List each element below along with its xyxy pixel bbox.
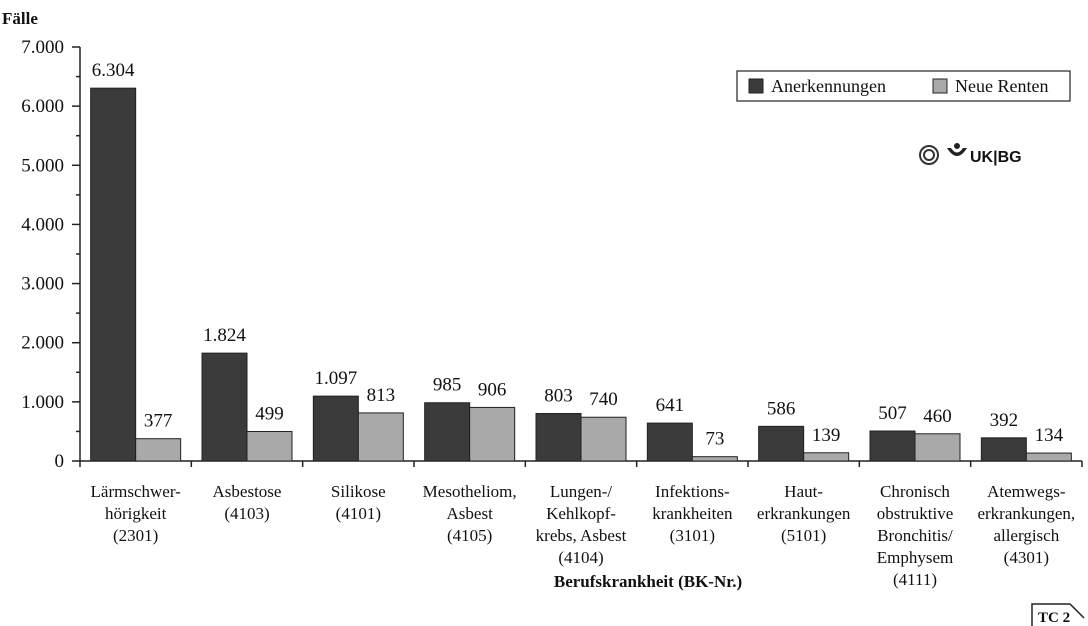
- bar: [691, 456, 738, 462]
- y-tick-label: 2.000: [21, 333, 64, 354]
- data-label: 740: [589, 389, 618, 410]
- x-tick-label: Atemwegs-erkrankungen, allergisch (4301): [977, 482, 1075, 567]
- y-axis-label: Fälle: [2, 9, 38, 28]
- logo-icon: [954, 143, 960, 149]
- logo-icon: [947, 148, 967, 156]
- bar: [803, 452, 850, 462]
- bar: [980, 437, 1027, 462]
- x-tick-label: Mesotheliom, Asbest (4105): [423, 482, 517, 545]
- bar: [201, 352, 248, 462]
- tag-text: TC 2: [1038, 610, 1070, 626]
- data-label: 73: [705, 429, 724, 450]
- bar: [869, 430, 916, 462]
- logo: UK|BG: [919, 143, 1022, 166]
- y-tick-label: 4.000: [21, 214, 64, 235]
- legend-label: Neue Renten: [955, 76, 1048, 96]
- bar: [469, 406, 516, 462]
- legend-box: [736, 70, 1071, 102]
- logo-text: UK|BG: [970, 149, 1022, 166]
- data-label: 813: [367, 385, 396, 406]
- bar: [90, 87, 137, 462]
- data-label: 985: [433, 375, 462, 396]
- x-tick-label: Lärmschwer-hörigkeit (2301): [91, 482, 182, 545]
- data-label: 134: [1035, 425, 1064, 446]
- data-label: 586: [767, 398, 796, 419]
- bar: [312, 395, 359, 462]
- data-label: 507: [878, 403, 907, 424]
- x-axis-label: Berufskrankheit (BK-Nr.): [554, 572, 742, 591]
- bar: [424, 402, 471, 462]
- data-label: 6.304: [92, 60, 135, 81]
- y-tick-label: 5.000: [21, 155, 64, 176]
- bar: [135, 438, 182, 462]
- x-tick-label: Haut-erkrankungen (5101): [757, 482, 851, 545]
- bar: [535, 413, 582, 462]
- bar: [580, 416, 627, 462]
- x-tick-label: Infektions-krankheiten (3101): [652, 482, 733, 545]
- data-label: 906: [478, 379, 507, 400]
- x-tick-label: Chronisch obstruktive Bronchitis/Emphysem(…: [877, 482, 954, 589]
- data-label: 377: [144, 411, 173, 432]
- bar: [1025, 452, 1072, 462]
- bar: [646, 422, 693, 462]
- data-label: 392: [990, 410, 1019, 431]
- data-label: 499: [255, 403, 284, 424]
- data-label: 803: [544, 386, 573, 407]
- data-label: 641: [656, 395, 685, 416]
- bar: [758, 425, 805, 462]
- tag: TC 2: [1031, 603, 1085, 626]
- y-tick-label: 6.000: [21, 96, 64, 117]
- legend-label: Anerkennungen: [771, 76, 886, 96]
- x-tick-label: Silikose (4101): [331, 482, 386, 523]
- data-label: 1.097: [314, 368, 357, 389]
- y-tick-label: 1.000: [21, 392, 64, 413]
- y-tick-label: 3.000: [21, 274, 64, 295]
- bar: [914, 433, 961, 462]
- legend-swatch: [748, 78, 764, 94]
- y-tick-label: 0: [55, 451, 65, 472]
- bar: [246, 430, 293, 462]
- data-label: 139: [812, 425, 841, 446]
- logo-icon: [919, 145, 939, 165]
- data-label: 1.824: [203, 325, 246, 346]
- x-tick-label: Lungen-/Kehlkopf-krebs, Asbest (4104): [536, 482, 627, 567]
- x-tick-label: Asbestose (4103): [213, 482, 282, 523]
- legend-swatch: [932, 78, 948, 94]
- y-tick-label: 7.000: [21, 37, 64, 58]
- logo-icon: [923, 149, 935, 161]
- data-label: 460: [923, 406, 952, 427]
- tag-frame: [1031, 603, 1085, 626]
- bar: [357, 412, 404, 462]
